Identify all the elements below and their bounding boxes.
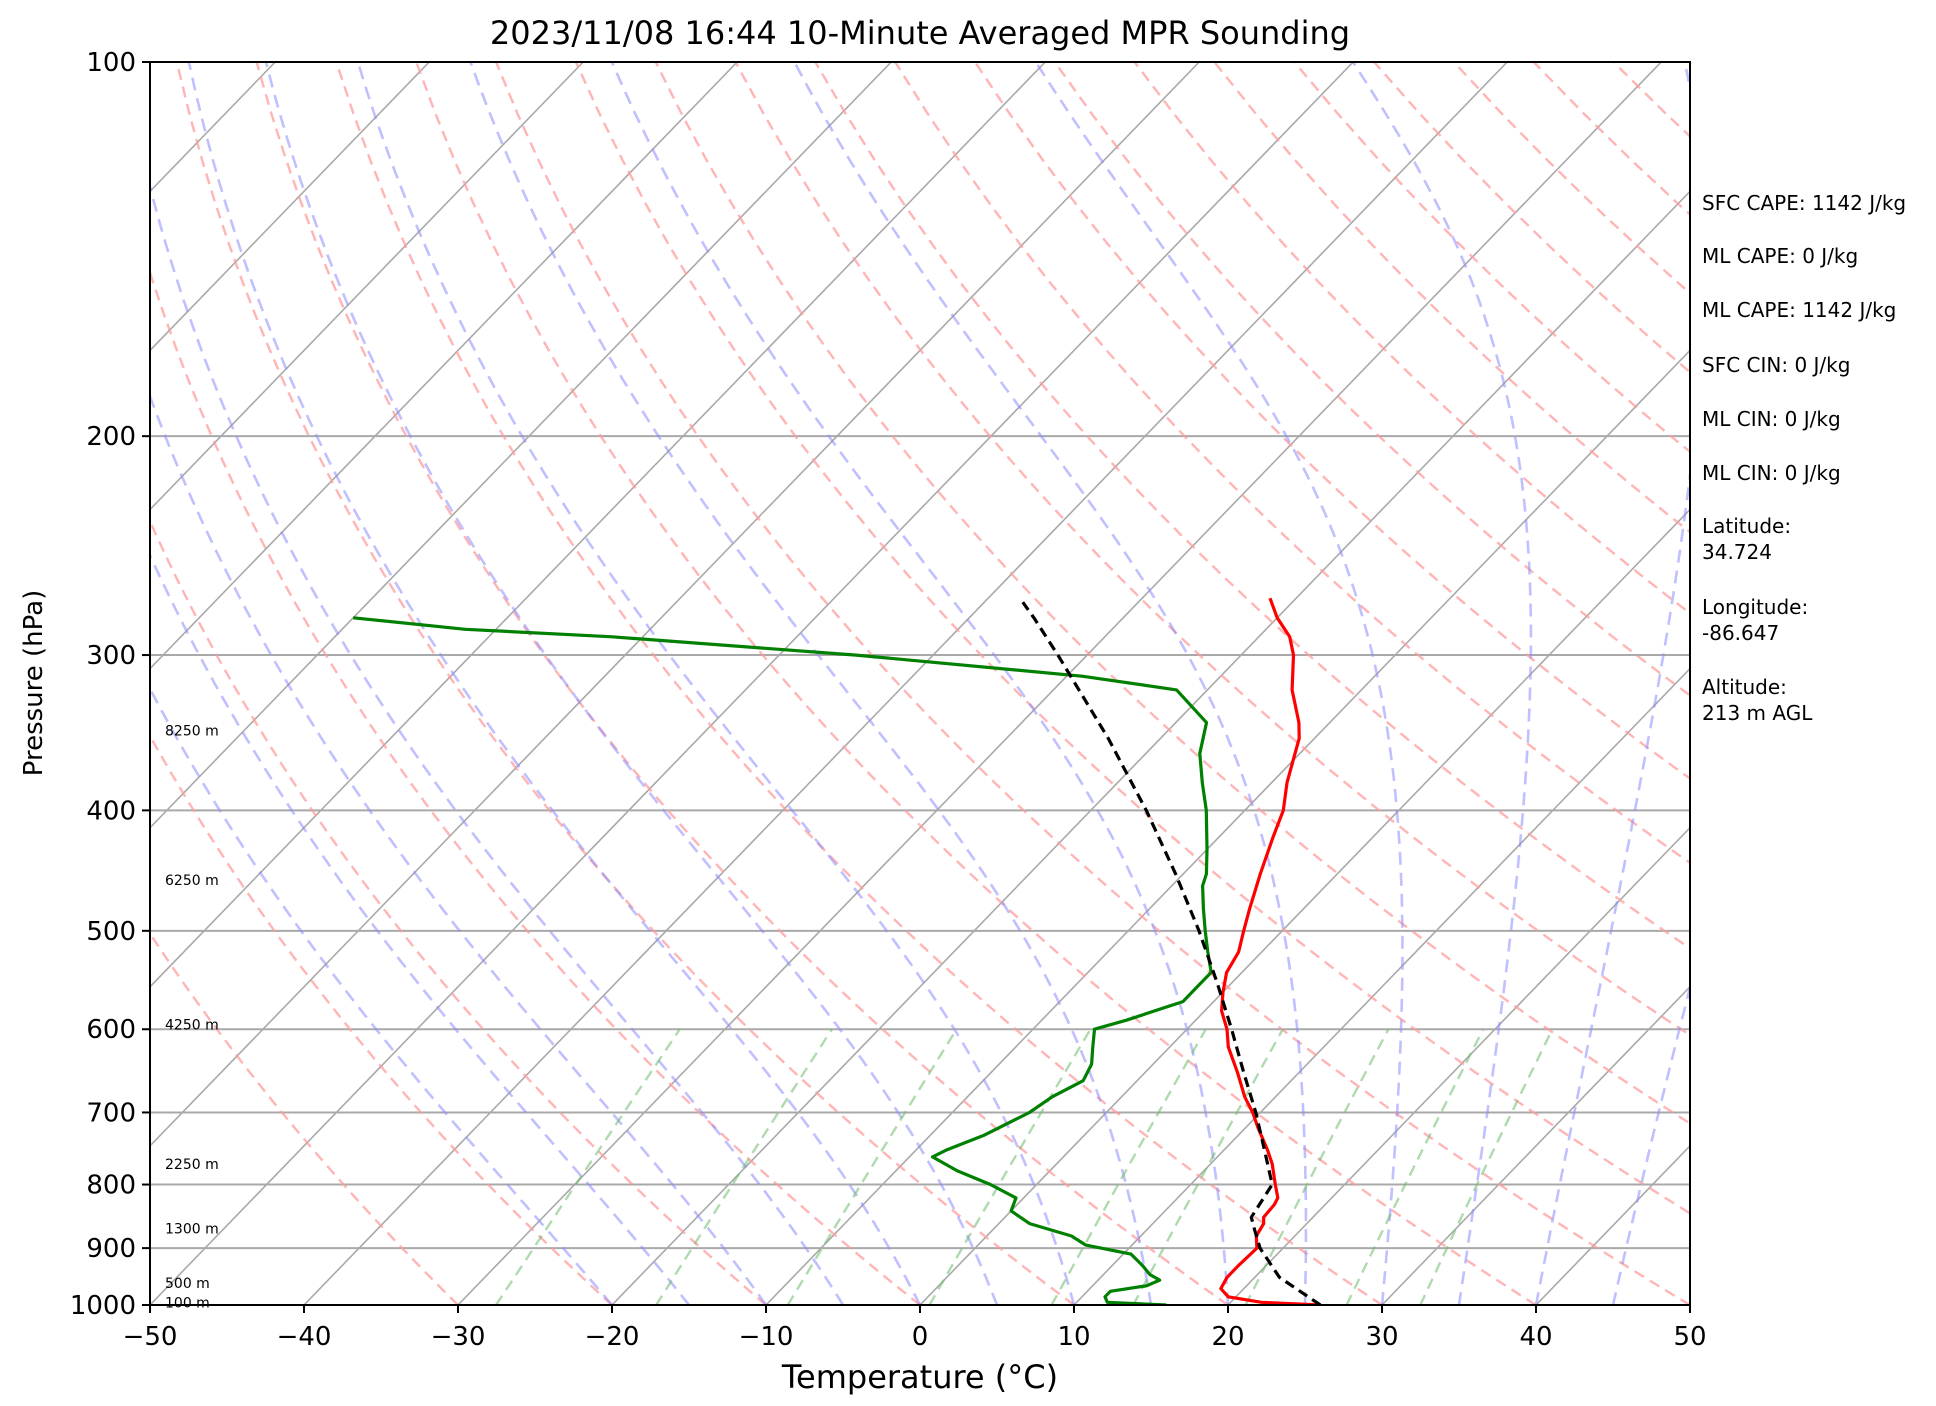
moist-adiabat-line — [1351, 62, 1533, 1305]
isotherm-line — [150, 62, 738, 670]
dry-adiabat-line — [814, 62, 1690, 950]
stats-annotation: -86.647 — [1702, 621, 1779, 645]
mixing-ratio-line — [928, 1028, 1092, 1305]
isotherm-line — [765, 349, 1690, 1305]
x-tick-label: −20 — [585, 1322, 640, 1352]
moist-adiabat-line — [150, 392, 768, 1305]
moist-adiabat-line — [187, 62, 922, 1305]
height-label: 100 m — [165, 1295, 210, 1311]
moist-adiabat-line — [793, 62, 1308, 1305]
chart-title: 2023/11/08 16:44 10-Minute Averaged MPR … — [490, 14, 1350, 52]
stats-annotation: Altitude: — [1702, 675, 1787, 699]
isotherm-line — [150, 62, 1354, 1305]
y-tick-label: 100 — [86, 48, 136, 78]
temperature-profile-line — [1219, 597, 1321, 1305]
mixing-ratio-line — [1050, 1028, 1207, 1305]
dewpoint-profile-line — [353, 616, 1213, 1305]
height-label: 4250 m — [165, 1018, 219, 1034]
y-tick-label: 600 — [86, 1015, 136, 1045]
y-axis-label: Pressure (hPa) — [19, 590, 49, 777]
y-tick-label: 300 — [86, 641, 136, 671]
plot-frame — [149, 61, 1691, 1306]
x-tick-label: −10 — [739, 1322, 794, 1352]
mixing-ratio-line — [494, 1028, 681, 1305]
x-tick-label: 10 — [1057, 1322, 1090, 1352]
moist-adiabat-line — [150, 181, 845, 1305]
mixing-ratio-line — [1345, 1028, 1485, 1305]
isotherm-line — [611, 190, 1690, 1305]
height-label: 500 m — [165, 1276, 210, 1292]
x-tick-label: 0 — [912, 1322, 929, 1352]
isotherm-line — [150, 62, 892, 829]
isotherm-line — [150, 62, 584, 511]
stats-annotation: Latitude: — [1702, 514, 1791, 538]
mixing-ratio-line — [1244, 1028, 1390, 1305]
mixing-ratio-line — [655, 1028, 833, 1305]
stats-annotation: 34.724 — [1702, 540, 1772, 564]
dry-adiabat-line — [150, 733, 613, 1305]
dry-adiabat-line — [150, 518, 767, 1305]
x-tick-label: −50 — [123, 1322, 178, 1352]
dry-adiabat-line — [574, 62, 1690, 1215]
height-label: 6250 m — [165, 873, 219, 889]
height-label: 2250 m — [165, 1157, 219, 1173]
moist-adiabat-line — [469, 62, 1153, 1305]
x-tick-label: 40 — [1519, 1322, 1552, 1352]
stats-annotation: 213 m AGL — [1702, 701, 1813, 725]
dry-adiabat-line — [1053, 62, 1690, 697]
stats-annotation: ML CAPE: 1142 J/kg — [1702, 298, 1896, 322]
y-tick-label: 800 — [86, 1171, 136, 1201]
moist-adiabat-line — [1611, 982, 1690, 1305]
mixing-ratio-line — [1132, 1028, 1284, 1305]
x-tick-label: −30 — [431, 1322, 486, 1352]
isotherm-line — [919, 508, 1690, 1305]
y-tick-label: 400 — [86, 796, 136, 826]
moist-adiabat-line — [1034, 62, 1404, 1305]
stats-annotation: ML CIN: 0 J/kg — [1702, 461, 1841, 485]
y-tick-label: 200 — [86, 422, 136, 452]
stats-annotation: SFC CAPE: 1142 J/kg — [1702, 191, 1906, 215]
stats-annotation: ML CIN: 0 J/kg — [1702, 407, 1841, 431]
isotherm-line — [1073, 667, 1690, 1305]
moist-adiabat-line — [264, 62, 999, 1305]
moist-adiabat-line — [356, 62, 1076, 1305]
isotherm-line — [1227, 826, 1690, 1305]
y-tick-label: 500 — [86, 917, 136, 947]
x-axis-label: Temperature (°C) — [781, 1358, 1058, 1396]
stats-annotation: ML CAPE: 0 J/kg — [1702, 244, 1858, 268]
moist-adiabat-line — [610, 62, 1230, 1305]
dry-adiabat-line — [1453, 62, 1690, 295]
dry-adiabat-line — [150, 268, 921, 1305]
dry-adiabat-line — [150, 931, 459, 1305]
mixing-ratio-line — [786, 1028, 958, 1305]
mixing-ratio-line — [1419, 1028, 1554, 1305]
isotherm-line — [457, 62, 1662, 1305]
dry-adiabat-line — [335, 62, 1383, 1305]
parcel-path-line — [1021, 601, 1322, 1305]
x-tick-label: 50 — [1673, 1322, 1706, 1352]
height-label: 8250 m — [165, 724, 219, 740]
isotherm-line — [150, 62, 1200, 1148]
height-label: 1300 m — [165, 1222, 219, 1238]
moist-adiabat-line — [1534, 62, 1690, 1305]
dry-adiabat-line — [175, 62, 1075, 1305]
stats-annotation: SFC CIN: 0 J/kg — [1702, 353, 1850, 377]
dry-adiabat-line — [494, 62, 1690, 1305]
moist-adiabat-line — [150, 686, 613, 1305]
isotherm-line — [150, 62, 430, 352]
stats-annotation: Longitude: — [1702, 595, 1808, 619]
dry-adiabat-line — [974, 62, 1690, 781]
x-tick-label: −40 — [277, 1322, 332, 1352]
dry-adiabat-line — [734, 62, 1690, 1037]
isotherm-line — [1381, 985, 1690, 1305]
x-tick-label: 30 — [1365, 1322, 1398, 1352]
x-tick-label: 20 — [1211, 1322, 1244, 1352]
y-tick-label: 1000 — [70, 1291, 136, 1321]
dry-adiabat-line — [255, 62, 1229, 1305]
y-tick-label: 900 — [86, 1234, 136, 1264]
isotherm-line — [150, 62, 1046, 988]
y-tick-label: 700 — [86, 1098, 136, 1128]
dry-adiabat-line — [415, 62, 1537, 1305]
